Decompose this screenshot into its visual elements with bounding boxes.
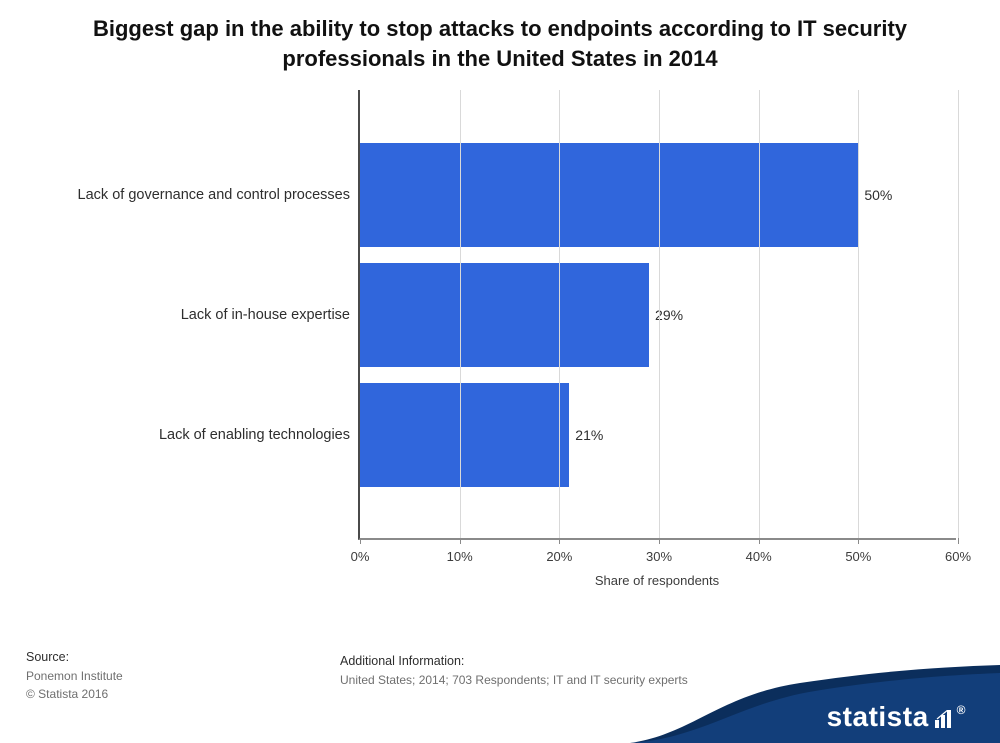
logo-bar-icon xyxy=(935,710,955,728)
x-tick-mark xyxy=(659,538,660,544)
statista-swoosh: statista ® xyxy=(630,665,1000,743)
x-tick-mark xyxy=(759,538,760,544)
y-category-label: Lack of in-house expertise xyxy=(10,307,350,323)
y-category-label: Lack of enabling technologies xyxy=(10,427,350,443)
bar-row: 29% xyxy=(360,255,956,375)
x-tick-label: 10% xyxy=(447,549,473,564)
chart-title: Biggest gap in the ability to stop attac… xyxy=(0,0,1000,73)
source-heading: Source: xyxy=(26,648,123,667)
gridline xyxy=(958,90,959,539)
x-tick-label: 40% xyxy=(746,549,772,564)
statista-logo: statista ® xyxy=(827,701,966,733)
x-tick-label: 0% xyxy=(351,549,370,564)
bar-value-label: 50% xyxy=(864,187,892,203)
x-tick-label: 20% xyxy=(546,549,572,564)
x-tick-mark xyxy=(858,538,859,544)
x-tick-mark xyxy=(360,538,361,544)
registered-mark-icon: ® xyxy=(957,703,966,717)
bar-value-label: 21% xyxy=(575,427,603,443)
plot-area: 50%29%21% 0%10%20%30%40%50%60% xyxy=(358,90,956,540)
source-line-2: © Statista 2016 xyxy=(26,685,123,703)
x-tick-label: 50% xyxy=(845,549,871,564)
x-axis-title: Share of respondents xyxy=(358,573,956,588)
x-tick-mark xyxy=(559,538,560,544)
bar xyxy=(360,143,858,247)
gridline xyxy=(759,90,760,539)
gridline xyxy=(659,90,660,539)
chart-area: 50% 29% 21% 0% 10% 20% 30% 40% 50% 60% Lack of g… xyxy=(0,80,1000,610)
x-tick-mark xyxy=(958,538,959,544)
x-tick-mark xyxy=(460,538,461,544)
gridline xyxy=(858,90,859,539)
bars-container: 50% 29% 21% xyxy=(360,90,956,538)
gridline xyxy=(559,90,560,539)
bar xyxy=(360,383,569,487)
bar xyxy=(360,263,649,367)
gridline xyxy=(460,90,461,539)
source-line-1: Ponemon Institute xyxy=(26,667,123,685)
x-tick-label: 30% xyxy=(646,549,672,564)
bar-row: 21% xyxy=(360,375,956,495)
source-block: Source: Ponemon Institute © Statista 201… xyxy=(26,648,123,703)
logo-text: statista xyxy=(827,701,929,733)
y-category-label: Lack of governance and control processes xyxy=(10,187,350,203)
x-tick-label: 60% xyxy=(945,549,971,564)
footer: Source: Ponemon Institute © Statista 201… xyxy=(0,633,1000,743)
bar-row: 50% xyxy=(360,135,956,255)
